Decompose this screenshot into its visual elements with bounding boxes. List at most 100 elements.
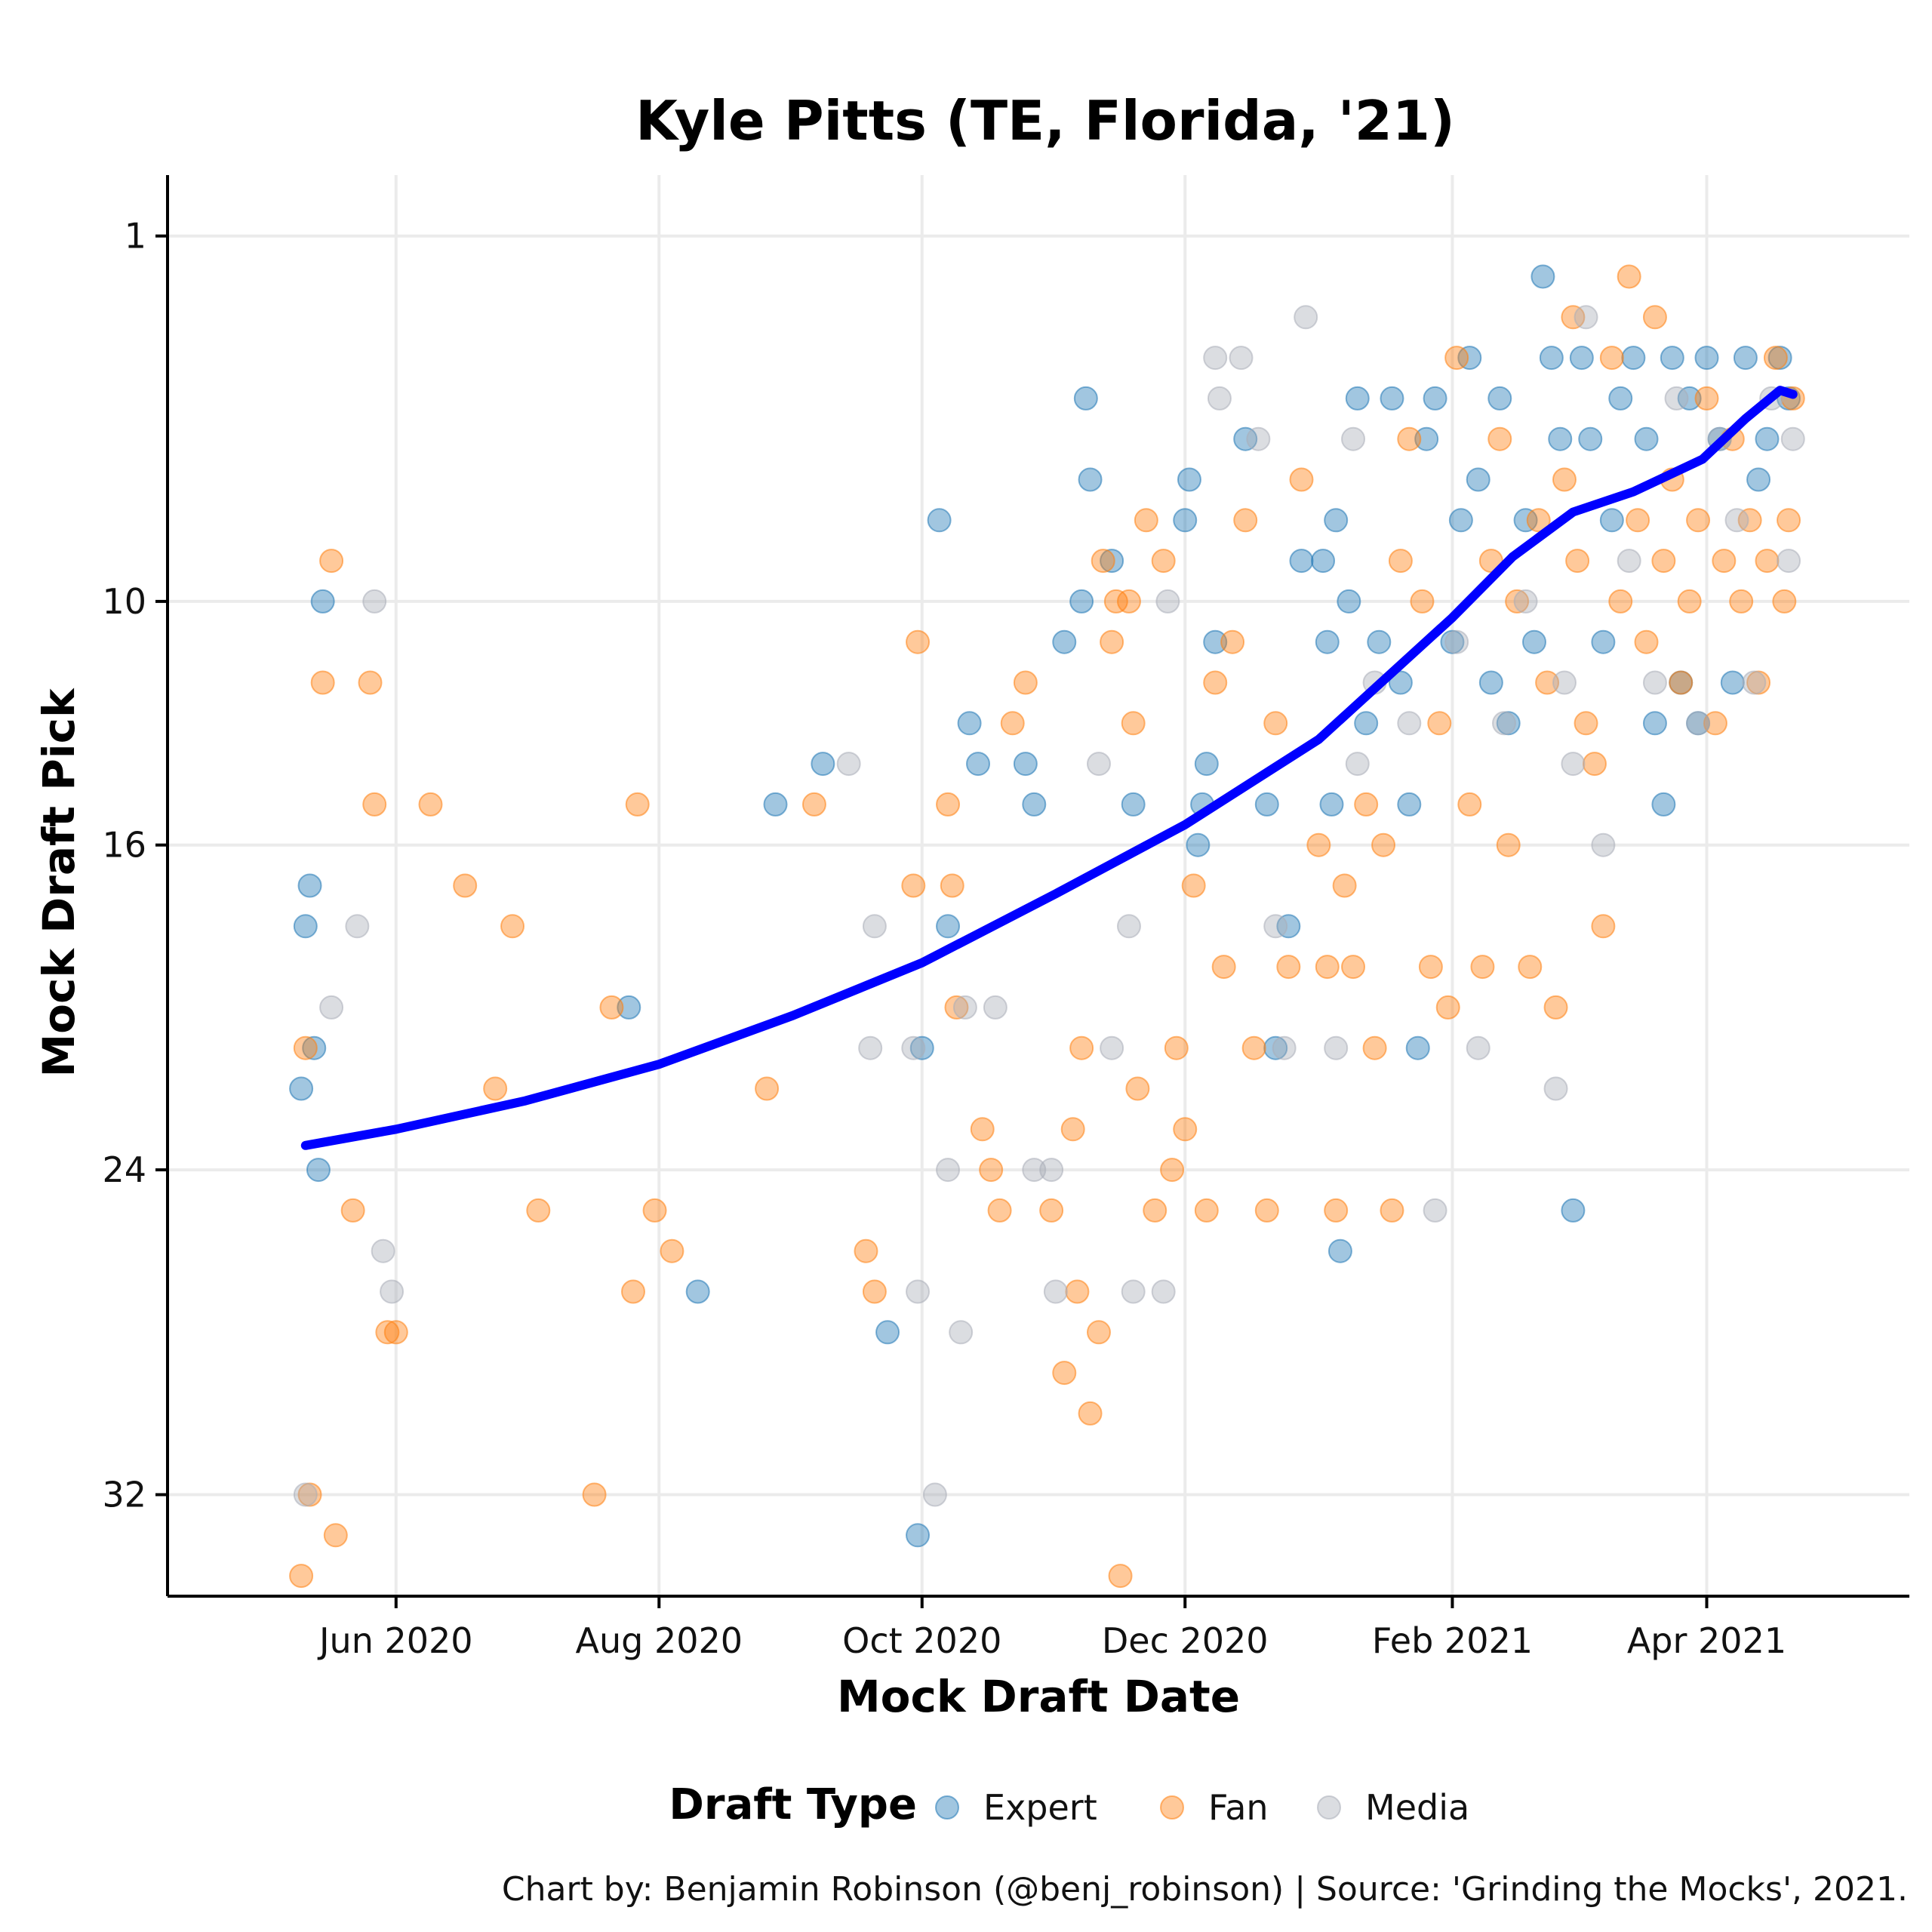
data-point-media xyxy=(345,914,370,939)
data-point-fan xyxy=(1125,1076,1150,1101)
data-point-fan xyxy=(1065,1279,1090,1304)
data-point-fan xyxy=(1737,508,1762,533)
data-point-expert xyxy=(1177,467,1201,492)
data-point-media xyxy=(1341,426,1366,451)
data-point-expert xyxy=(1634,426,1659,451)
data-point-expert xyxy=(1022,792,1047,817)
data-point-fan xyxy=(582,1482,607,1507)
data-point-expert xyxy=(1487,386,1512,411)
data-point-media xyxy=(862,914,887,939)
data-point-media xyxy=(1780,426,1805,451)
data-point-fan xyxy=(1410,589,1435,614)
data-point-expert xyxy=(1289,549,1314,574)
data-point-fan xyxy=(862,1279,887,1304)
data-point-fan xyxy=(1052,1361,1077,1386)
data-point-media xyxy=(1513,589,1538,614)
data-point-fan xyxy=(1772,589,1797,614)
data-point-media xyxy=(1022,1158,1047,1183)
data-point-fan xyxy=(1069,1035,1094,1060)
data-point-media xyxy=(1116,914,1141,939)
data-point-fan xyxy=(1173,1117,1198,1142)
data-point-fan xyxy=(526,1198,551,1223)
data-point-fan xyxy=(1241,1035,1266,1060)
data-point-fan xyxy=(1332,873,1357,898)
data-point-fan xyxy=(1254,1198,1279,1223)
data-point-fan xyxy=(1651,549,1676,574)
data-point-fan xyxy=(375,1320,400,1345)
data-point-media xyxy=(1207,386,1232,411)
data-point-media xyxy=(1272,1035,1297,1060)
data-point-expert xyxy=(1397,792,1422,817)
data-point-expert xyxy=(1569,346,1594,371)
data-point-media xyxy=(1466,1035,1491,1060)
data-point-media xyxy=(922,1482,947,1507)
data-point-expert xyxy=(1337,589,1361,614)
data-point-media xyxy=(1121,1279,1146,1304)
data-point-expert xyxy=(1733,346,1758,371)
data-point-media xyxy=(1246,426,1271,451)
data-point-fan xyxy=(1086,1320,1111,1345)
data-point-expert xyxy=(306,1158,331,1183)
data-point-fan xyxy=(1121,711,1146,736)
data-point-media xyxy=(1777,549,1801,574)
data-point-fan xyxy=(1617,264,1641,289)
data-point-expert xyxy=(1203,629,1228,654)
data-point-expert xyxy=(1380,386,1404,411)
data-point-expert xyxy=(1073,386,1098,411)
data-point-expert xyxy=(1052,629,1077,654)
data-point-fan xyxy=(1634,629,1659,654)
data-point-fan xyxy=(1435,995,1460,1020)
data-point-fan xyxy=(901,873,926,898)
data-point-media xyxy=(293,1482,318,1507)
data-point-expert xyxy=(1720,670,1745,695)
data-point-fan xyxy=(310,670,335,695)
data-point-expert xyxy=(1531,264,1555,289)
data-point-expert xyxy=(1078,467,1103,492)
data-point-fan xyxy=(979,1158,1004,1183)
data-point-media xyxy=(1039,1158,1064,1183)
data-point-expert xyxy=(1423,386,1447,411)
data-point-fan xyxy=(1324,1198,1349,1223)
data-point-media xyxy=(1742,670,1767,695)
data-point-fan xyxy=(1108,1564,1133,1589)
y-tick-label: 16 xyxy=(102,825,146,866)
data-point-media xyxy=(1345,752,1370,777)
data-point-expert xyxy=(1311,549,1336,574)
x-tick-label: Dec 2020 xyxy=(1102,1620,1269,1661)
data-point-fan xyxy=(1535,670,1560,695)
data-point-fan xyxy=(620,1279,645,1304)
data-point-media xyxy=(1294,305,1318,330)
data-point-media xyxy=(1229,346,1254,371)
data-point-fan xyxy=(1418,955,1443,980)
trend-line xyxy=(300,386,1798,1150)
data-point-fan xyxy=(289,1564,314,1589)
data-point-media xyxy=(1686,711,1711,736)
data-point-fan xyxy=(801,792,826,817)
data-point-expert xyxy=(909,1035,934,1060)
data-point-expert xyxy=(1263,1035,1288,1060)
data-point-expert xyxy=(811,752,835,777)
data-point-media xyxy=(319,995,344,1020)
data-point-expert xyxy=(297,873,322,898)
data-point-expert xyxy=(1608,386,1633,411)
legend-title: Draft Type xyxy=(669,1780,917,1829)
data-point-expert xyxy=(1315,629,1340,654)
data-point-expert xyxy=(1069,589,1094,614)
data-point-media xyxy=(1086,752,1111,777)
scatter-points xyxy=(289,264,1805,1589)
data-point-expert xyxy=(1233,426,1258,451)
data-point-expert xyxy=(1405,1035,1430,1060)
data-point-fan xyxy=(1608,589,1633,614)
legend: Draft Type Expert Fan Media xyxy=(669,1780,1469,1829)
y-gridlines xyxy=(168,234,1909,1497)
data-point-expert xyxy=(906,1523,931,1548)
data-point-expert xyxy=(1466,467,1491,492)
x-tick-label: Aug 2020 xyxy=(576,1620,743,1661)
data-point-expert xyxy=(927,508,952,533)
data-point-media xyxy=(836,752,861,777)
data-point-media xyxy=(952,995,977,1020)
data-point-fan xyxy=(1626,508,1651,533)
data-point-media xyxy=(983,995,1008,1020)
data-point-expert xyxy=(1276,914,1301,939)
data-point-media xyxy=(1561,752,1586,777)
